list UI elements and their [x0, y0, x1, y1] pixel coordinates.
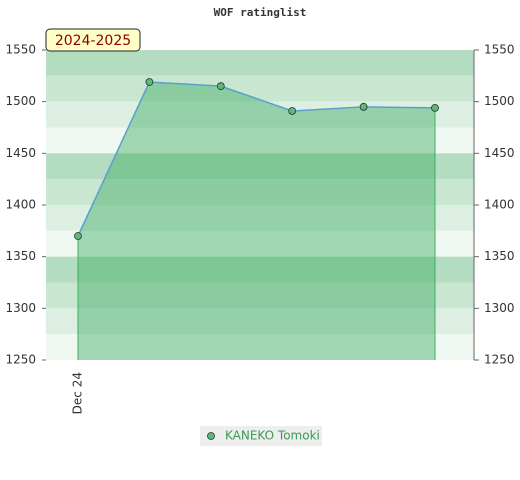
band — [46, 127, 474, 154]
marker — [145, 78, 154, 86]
marker — [288, 107, 297, 115]
band — [46, 153, 474, 180]
y-tick-label: 1400 — [5, 198, 36, 212]
y2-tick-label: 1550 — [484, 43, 515, 57]
y2-tick-label: 1500 — [484, 94, 515, 108]
y2-tick-label: 1450 — [484, 146, 515, 160]
marker — [431, 103, 439, 112]
band — [46, 50, 474, 76]
badge-box — [45, 28, 141, 52]
marker — [74, 232, 82, 240]
marker — [216, 82, 225, 91]
y-tick-label: 1450 — [5, 146, 36, 160]
chart-title: WOF ratinglist — [214, 6, 307, 19]
band — [46, 205, 474, 231]
band — [46, 75, 474, 102]
y2-tick-label: 1350 — [484, 249, 515, 263]
band — [46, 334, 474, 360]
legend-box — [200, 426, 322, 446]
y-tick-label: 1250 — [5, 353, 36, 367]
plot — [74, 78, 439, 361]
y2-tick-label: 1400 — [484, 198, 515, 212]
y-tick-label: 1550 — [5, 43, 36, 57]
plot-background — [46, 50, 474, 360]
band — [46, 230, 474, 257]
y-tick-label: 1300 — [5, 301, 36, 315]
band — [46, 308, 474, 335]
band — [46, 282, 474, 309]
y-tick-label: 1500 — [5, 94, 36, 108]
area — [78, 82, 435, 361]
marker — [359, 102, 368, 111]
y-tick-label: 1350 — [5, 249, 36, 263]
badge: 2024-2025 — [55, 33, 131, 49]
y2-tick-label: 1250 — [484, 353, 515, 367]
legend-label: KANEKO Tomoki — [225, 429, 320, 443]
line — [77, 81, 436, 237]
legend-marker — [207, 432, 215, 440]
y2-tick-label: 1300 — [484, 301, 515, 315]
band — [46, 101, 474, 128]
x-tick-label: Dec 24 — [71, 372, 85, 414]
band — [46, 256, 474, 283]
band — [46, 179, 474, 205]
